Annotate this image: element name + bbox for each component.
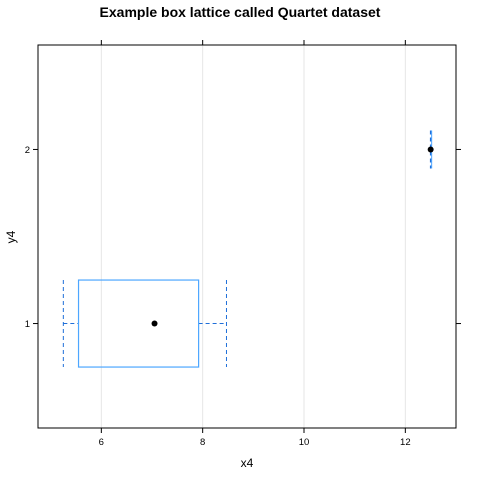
chart-title: Example box lattice called Quartet datas…	[100, 4, 381, 20]
grid-lines	[100, 45, 406, 428]
median-dot	[427, 146, 434, 153]
x-tick-label: 12	[400, 437, 411, 448]
iqr-box	[77, 279, 200, 368]
x-tick-label: 8	[200, 437, 205, 448]
plot-panel	[37, 44, 457, 429]
median-dot	[151, 320, 158, 327]
y-axis-label: y4	[4, 230, 18, 243]
y-tick-label: 2	[25, 145, 30, 156]
y-tick-label: 1	[25, 319, 30, 330]
box-group-1	[62, 279, 227, 368]
x-tick-label: 10	[299, 437, 310, 448]
box-elements	[62, 130, 434, 368]
x-axis-label: x4	[241, 456, 254, 470]
box-group-2	[427, 130, 434, 169]
x-tick-label: 6	[99, 437, 104, 448]
